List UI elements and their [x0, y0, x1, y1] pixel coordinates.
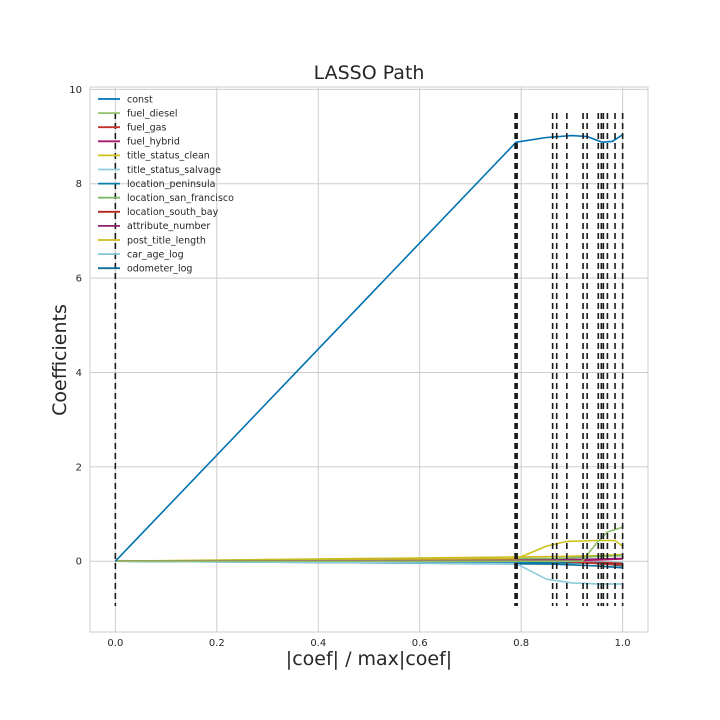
legend-label-fuel-gas: fuel_gas: [127, 123, 166, 134]
x-tick-label: 1.0: [615, 638, 631, 649]
y-tick-label: 10: [69, 85, 82, 96]
y-tick-label: 4: [76, 368, 82, 379]
y-tick-label: 2: [76, 462, 82, 473]
y-tick-label: 6: [76, 274, 82, 285]
series-line-post-title-length: [115, 553, 623, 562]
legend-label-fuel-hybrid: fuel_hybrid: [127, 137, 180, 148]
legend: const fuel_diesel fuel_gas fuel_hybridtitle…: [98, 94, 234, 275]
x-tick-label: 0.6: [412, 638, 428, 649]
series-line-fuel-diesel: [115, 526, 623, 563]
legend-label-title-status-clean: title_status_clean: [127, 151, 210, 162]
y-axis-label: Coefficients: [49, 304, 71, 416]
x-tick-label: 0.8: [513, 638, 529, 649]
y-tick-label: 8: [76, 179, 82, 190]
legend-label-fuel-diesel: fuel_diesel: [127, 108, 178, 119]
legend-label-location-south-bay: location_south_bay: [127, 207, 219, 218]
x-tick-label: 0.2: [209, 638, 225, 649]
x-tick-label: 0.4: [310, 638, 326, 649]
legend-label-const: const: [127, 94, 153, 105]
series-line-const: [114, 134, 624, 562]
legend-label-location-peninsula: location_peninsula: [127, 179, 215, 190]
coefficient-paths: [114, 134, 624, 585]
legend-label-car-age-log: car_age_log: [127, 249, 184, 260]
legend-label-odometer-log: odometer_log: [127, 264, 192, 275]
x-tick-label: 0.0: [107, 638, 123, 649]
alpha-vertical-lines: [114, 112, 624, 607]
y-tick-label: 0: [76, 557, 82, 568]
tick-labels: 0.0 0.2 0.4 0.6 0.8 1.0 0 2 4 6 8 10: [69, 85, 630, 649]
legend-label-location-san-francisco: location_san_francisco: [127, 193, 234, 204]
plot-area: [89, 86, 649, 633]
legend-label-post-title-length: post_title_length: [127, 235, 206, 246]
chart-title: LASSO Path: [314, 62, 425, 84]
x-axis-label: |coef| / max|coef|: [286, 648, 452, 670]
legend-label-attribute-number: attribute_number: [127, 221, 210, 232]
legend-label-title-status-salvage: title_status_salvage: [127, 165, 221, 176]
